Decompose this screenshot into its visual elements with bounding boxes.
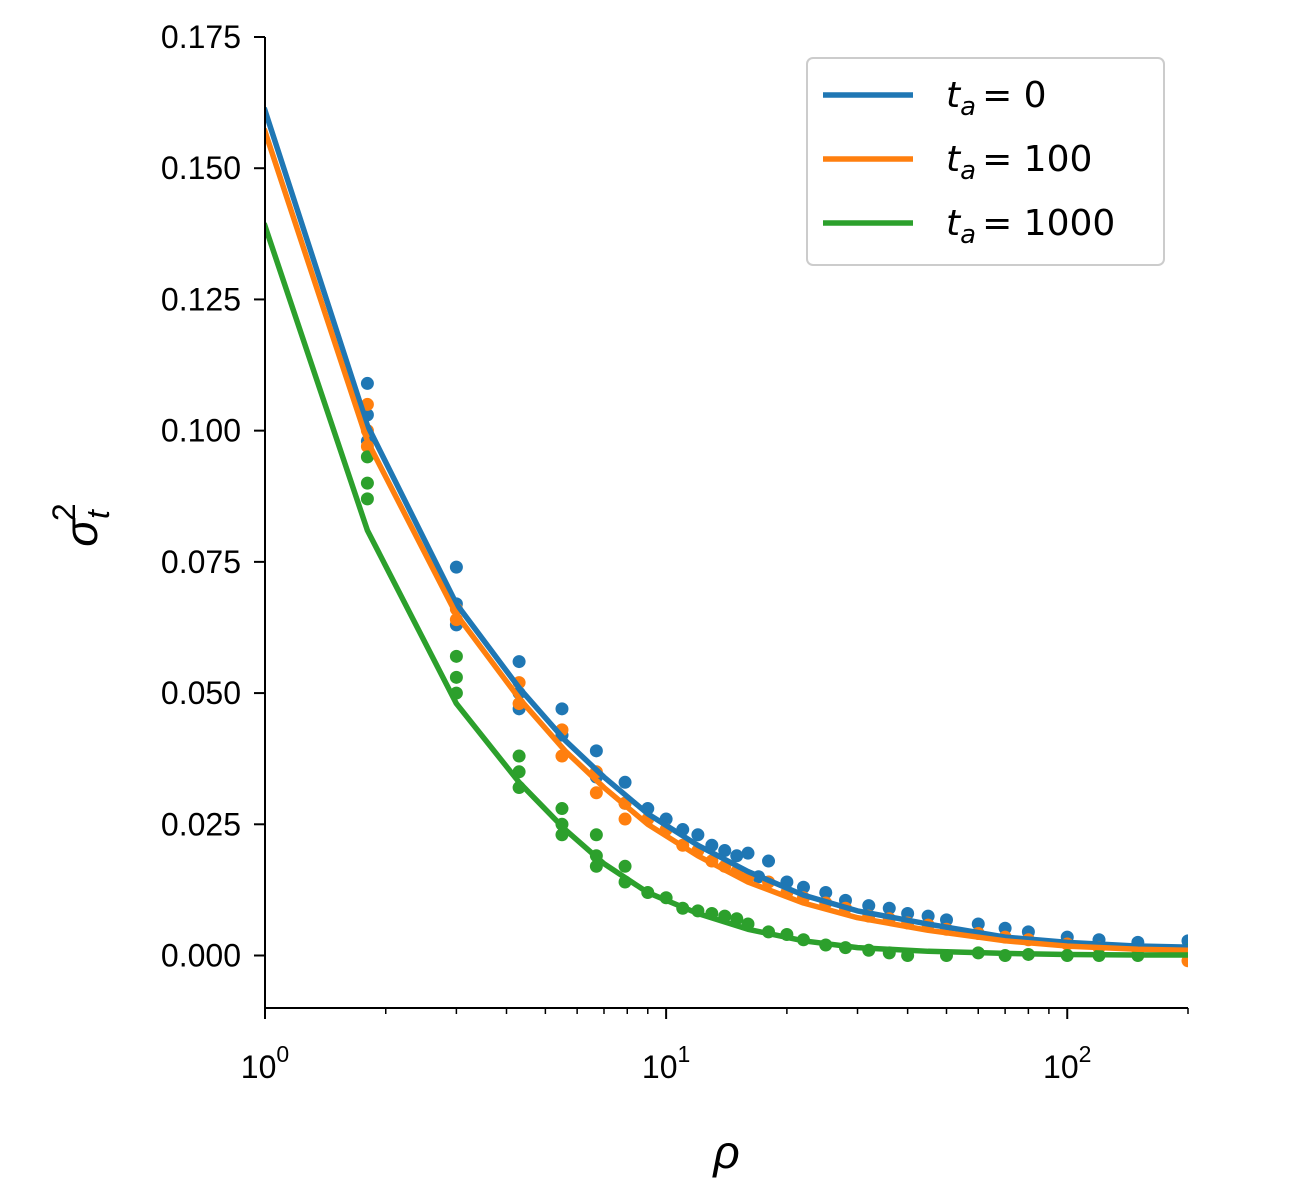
data-point <box>589 744 603 758</box>
data-point <box>762 854 776 868</box>
legend-label: ta = 0 <box>946 75 1047 122</box>
data-point <box>718 844 732 858</box>
data-point <box>691 828 705 842</box>
x-tick-label: 100 <box>241 1041 289 1085</box>
axes: 0.000 0.025 0.050 0.075 0.100 0.125 0.150 0.175… <box>46 19 1189 1178</box>
data-point <box>360 376 374 390</box>
data-point <box>862 899 876 913</box>
data-point <box>998 921 1012 935</box>
data-point <box>741 846 755 860</box>
x-axis-label: ρ <box>711 1126 739 1178</box>
series-line <box>265 222 1188 958</box>
data-point <box>512 749 526 763</box>
y-tick-label: 0.000 <box>161 938 241 974</box>
y-tick-label: 0.150 <box>161 150 241 186</box>
x-tick-label: 102 <box>1043 1041 1091 1085</box>
data-point <box>449 649 463 663</box>
data-point <box>730 849 744 863</box>
data-point <box>901 907 915 921</box>
y-tick-label: 0.075 <box>161 544 241 580</box>
data-point <box>555 802 569 816</box>
data-point <box>819 886 833 900</box>
legend-label: ta = 100 <box>946 139 1092 186</box>
data-point <box>589 828 603 842</box>
data-point <box>940 913 953 927</box>
data-point <box>555 702 569 716</box>
data-point <box>589 786 603 800</box>
data-point <box>971 917 985 931</box>
series-line <box>265 128 1188 954</box>
data-point <box>882 901 896 915</box>
data-point <box>360 450 374 464</box>
data-point <box>796 880 810 894</box>
plot-area <box>265 107 1188 968</box>
data-point <box>360 492 374 506</box>
data-point <box>618 859 632 873</box>
data-point <box>449 560 463 574</box>
y-tick-label: 0.025 <box>161 806 241 842</box>
legend: ta = 0 ta = 100 ta = 1000 <box>806 57 1165 266</box>
data-point <box>618 775 632 789</box>
y-axis-label: σt2 <box>46 503 116 546</box>
series-line <box>265 107 1188 950</box>
y-tick-label: 0.175 <box>161 19 241 55</box>
series-group <box>360 376 1188 949</box>
legend-box <box>806 57 1165 266</box>
y-tick-label: 0.100 <box>161 413 241 449</box>
data-point <box>449 670 463 684</box>
data-point <box>512 655 526 669</box>
legend-label: ta = 1000 <box>946 203 1115 250</box>
x-tick-label: 101 <box>642 1041 690 1085</box>
plot-clipped-group <box>265 107 1188 968</box>
data-point <box>360 476 374 490</box>
y-tick-label: 0.125 <box>161 281 241 317</box>
data-point <box>921 909 935 923</box>
y-tick-label: 0.050 <box>161 675 241 711</box>
data-point <box>618 812 632 826</box>
